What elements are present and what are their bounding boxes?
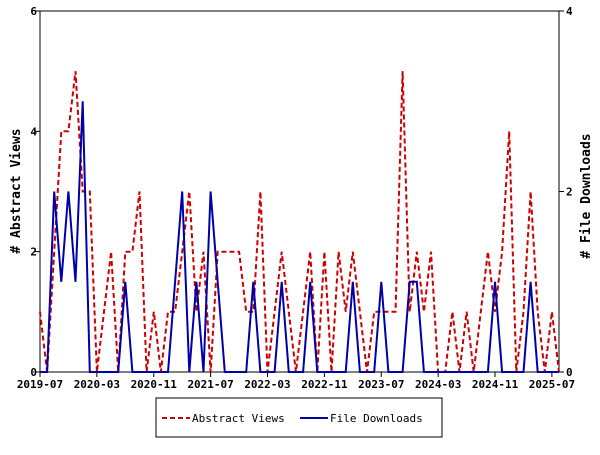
y-tick-label: 4 — [30, 125, 37, 138]
y-tick-label: 0 — [30, 366, 37, 379]
x-tick-label: 2023-07 — [358, 378, 404, 391]
x-tick-label: 2024-03 — [415, 378, 461, 391]
series-line-abstract-views — [39, 71, 560, 373]
y2-tick-labels: 0 2 4 — [566, 5, 573, 379]
y-axis-title: # Abstract Views — [9, 128, 24, 253]
y2-tick-label: 4 — [566, 5, 573, 18]
y-tick-label: 2 — [30, 246, 37, 259]
x-tick-label: 2022-11 — [301, 378, 348, 391]
x-tick-label: 2020-03 — [74, 378, 120, 391]
x-tick-label: 2020-11 — [131, 378, 178, 391]
x-tick-label: 2024-11 — [472, 378, 519, 391]
y-tick-labels: 0 2 4 6 — [30, 5, 37, 379]
x-tick-label: 2019-07 — [17, 378, 63, 391]
x-tick-label: 2025-07 — [529, 378, 575, 391]
y2-axis-title: # File Downloads — [579, 133, 594, 258]
x-tick-label: 2022-03 — [244, 378, 290, 391]
plot-area-frame — [39, 10, 560, 373]
y2-tick-label: 2 — [566, 186, 573, 199]
series-line-file-downloads — [40, 101, 559, 373]
y-tick-label: 6 — [30, 5, 37, 18]
x-tick-labels: 2019-07 2020-03 2020-11 2021-07 2022-03 … — [17, 378, 575, 391]
legend: Abstract Views File Downloads — [155, 397, 443, 438]
legend-box — [155, 397, 443, 438]
legend-label-file-downloads: File Downloads — [330, 412, 423, 425]
y2-tick-label: 0 — [566, 366, 573, 379]
x-tick-label: 2021-07 — [187, 378, 233, 391]
legend-label-abstract-views: Abstract Views — [192, 412, 285, 425]
